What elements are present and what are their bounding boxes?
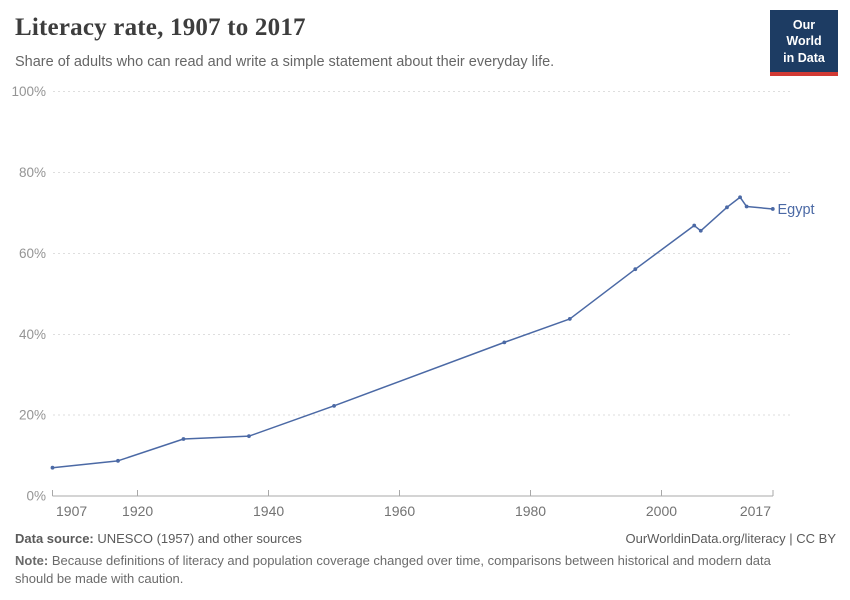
chart-subtitle: Share of adults who can read and write a… (15, 54, 555, 70)
data-source-label: Data source: (15, 531, 94, 546)
data-point-marker (744, 204, 749, 209)
chart-footer: Data source: UNESCO (1957) and other sou… (15, 531, 836, 588)
data-point-marker (247, 434, 251, 439)
data-point-marker (770, 207, 775, 211)
y-tick-label: 60% (19, 246, 46, 261)
data-source-text: UNESCO (1957) and other sources (93, 531, 302, 546)
y-tick-label: 100% (11, 84, 46, 99)
line-chart-canvas: 0% 20% 40% 60% 80% 100% 1907 1920 1940 1960 1980 20… (11, 84, 815, 519)
owid-logo-red-bar (770, 71, 838, 76)
x-tick-label: 2000 (646, 503, 677, 519)
data-point-marker (725, 205, 729, 210)
owid-logo-line1: Our World (786, 18, 822, 49)
data-point-marker (698, 228, 703, 233)
data-point-marker (738, 195, 742, 200)
data-point-marker (567, 317, 572, 321)
chart-title: Literacy rate, 1907 to 2017 (15, 14, 306, 41)
data-point-marker (633, 267, 638, 272)
x-tick-label: 1960 (384, 503, 415, 519)
y-tick-label: 0% (26, 489, 46, 504)
owid-logo-line2: in Data (783, 50, 825, 65)
data-point-marker (181, 437, 186, 441)
note-text: Because definitions of literacy and popu… (15, 553, 771, 587)
data-point-marker (692, 223, 697, 228)
data-point-marker (332, 403, 336, 408)
data-line[interactable] (52, 196, 773, 469)
y-tick-label: 40% (19, 327, 46, 342)
series-label-egypt[interactable]: Egypt (778, 202, 815, 218)
x-tick-label: 1980 (515, 503, 546, 519)
data-point-marker (502, 340, 507, 345)
data-point-marker (50, 465, 55, 470)
owid-logo-text: Our World in Data (770, 10, 838, 72)
data-source-line: Data source: UNESCO (1957) and other sou… (15, 531, 302, 546)
y-tick-label: 80% (19, 165, 46, 180)
note-label: Note: (15, 553, 49, 568)
x-tick-label: 1920 (122, 503, 153, 519)
x-tick-label: 1940 (253, 503, 284, 519)
x-tick-label: 1907 (56, 503, 87, 519)
y-tick-label: 20% (19, 408, 46, 423)
owid-license-link[interactable]: OurWorldinData.org/literacy | CC BY (625, 531, 836, 546)
x-tick-label: 2017 (740, 503, 771, 519)
chart-note: Note: Because definitions of literacy an… (15, 552, 805, 588)
owid-logo[interactable]: Our World in Data (770, 10, 838, 76)
data-point-marker (116, 458, 120, 463)
